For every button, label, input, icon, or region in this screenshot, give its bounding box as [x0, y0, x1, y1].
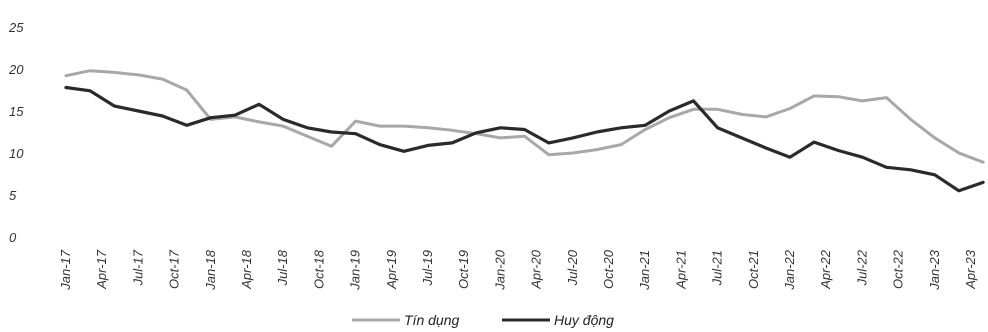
x-tick-label: Jul-20	[565, 249, 580, 286]
x-tick-label: Apr-22	[818, 249, 833, 290]
y-tick-label: 5	[9, 188, 17, 203]
x-tick-label: Apr-18	[239, 249, 254, 290]
x-tick-label: Apr-17	[94, 249, 109, 290]
legend-label: Huy động	[554, 312, 614, 328]
x-tick-label: Jan-20	[492, 249, 507, 291]
series-line-huy-dong	[64, 85, 985, 193]
legend: Tín dụng Huy động	[352, 312, 614, 328]
x-tick-label: Jan-17	[58, 249, 73, 291]
y-tick-label: 10	[9, 146, 24, 161]
y-tick-label: 25	[8, 20, 24, 35]
x-tick-label: Jan-23	[927, 249, 942, 291]
series-line-tin-dung	[64, 69, 985, 164]
x-tick-label: Jul-19	[420, 250, 435, 286]
x-tick-label: Jul-18	[275, 249, 290, 286]
x-tick-label: Jan-22	[782, 249, 797, 291]
legend-label: Tín dụng	[404, 312, 459, 328]
y-tick-label: 15	[9, 104, 24, 119]
x-tick-label: Oct-19	[456, 250, 471, 289]
x-tick-label: Apr-19	[384, 250, 399, 290]
x-tick-label: Jan-21	[637, 250, 652, 291]
x-tick-label: Jul-17	[130, 249, 145, 286]
x-tick-label: Apr-21	[673, 250, 688, 290]
x-tick-label: Jan-18	[203, 249, 218, 291]
x-tick-label: Oct-21	[746, 250, 761, 289]
x-tick-label: Jul-22	[854, 249, 869, 286]
y-axis: 0 5 10 15 20 25	[8, 20, 24, 245]
x-tick-label: Jan-19	[348, 250, 363, 291]
y-tick-label: 0	[9, 230, 17, 245]
series-layer	[64, 69, 985, 193]
x-tick-label: Apr-23	[963, 249, 978, 290]
x-axis: Jan-17 Apr-17 Jul-17 Oct-17 Jan-18 Apr-18 Jul-…	[58, 249, 978, 291]
y-tick-label: 20	[8, 62, 24, 77]
x-tick-label: Apr-20	[529, 249, 544, 290]
x-tick-label: Oct-18	[311, 249, 326, 289]
x-tick-label: Oct-22	[891, 249, 906, 289]
x-tick-label: Oct-17	[167, 249, 182, 289]
x-tick-label: Jul-21	[710, 250, 725, 286]
x-tick-label: Oct-20	[601, 249, 616, 289]
